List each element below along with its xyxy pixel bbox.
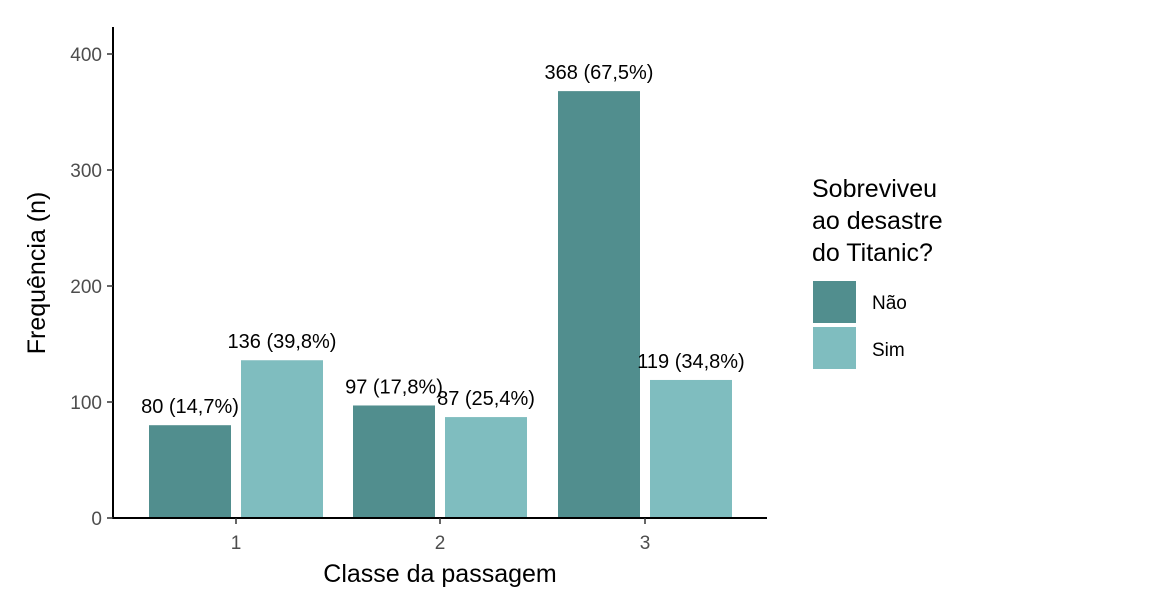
data-label-sim-class-3: 119 (34,8%) bbox=[637, 351, 744, 373]
x-axis-title: Classe da passagem bbox=[323, 560, 556, 588]
bar-nao-class-2 bbox=[353, 405, 435, 518]
data-label-sim-class-1: 136 (39,8%) bbox=[228, 331, 337, 353]
data-label-nao-class-3: 368 (67,5%) bbox=[545, 62, 654, 84]
bar-sim-class-2 bbox=[445, 417, 527, 518]
bar-sim-class-3 bbox=[650, 379, 732, 518]
x-tick-label: 3 bbox=[640, 533, 651, 554]
bar-nao-class-3 bbox=[558, 91, 640, 519]
data-label-nao-class-1: 80 (14,7%) bbox=[141, 396, 239, 418]
y-axis-title: Frequência (n) bbox=[23, 192, 51, 355]
legend-title-line-1: Sobreviveu bbox=[812, 175, 937, 203]
bar-sim-class-1 bbox=[241, 360, 323, 518]
bars-layer bbox=[149, 91, 732, 519]
bar-nao-class-1 bbox=[149, 425, 231, 518]
y-ticks-layer: 0 100 200 300 400 bbox=[70, 45, 113, 530]
legend-swatch-sim bbox=[813, 327, 856, 369]
data-label-sim-class-2: 87 (25,4%) bbox=[437, 388, 535, 410]
legend-label-nao: Não bbox=[872, 293, 907, 314]
legend-title: Sobreviveu ao desastre do Titanic? bbox=[812, 175, 950, 267]
data-labels-layer: 80 (14,7%) 97 (17,8%) 368 (67,5%) 136 (39,8… bbox=[141, 62, 745, 418]
y-tick-label: 300 bbox=[70, 161, 102, 182]
data-label-nao-class-2: 97 (17,8%) bbox=[345, 376, 443, 398]
y-tick-label: 200 bbox=[70, 277, 102, 298]
y-tick-label: 0 bbox=[91, 509, 102, 530]
legend-label-sim: Sim bbox=[872, 340, 905, 361]
x-tick-label: 2 bbox=[435, 533, 446, 554]
legend-title-line-2: ao desastre bbox=[812, 207, 943, 235]
x-tick-label: 1 bbox=[231, 533, 242, 554]
y-tick-label: 100 bbox=[70, 393, 102, 414]
legend: Sobreviveu ao desastre do Titanic? Não S… bbox=[812, 175, 950, 369]
legend-swatch-nao bbox=[813, 281, 856, 323]
x-ticks-layer: 1 2 3 bbox=[231, 518, 651, 554]
legend-title-line-3: do Titanic? bbox=[812, 239, 933, 267]
y-tick-label: 400 bbox=[70, 45, 102, 66]
